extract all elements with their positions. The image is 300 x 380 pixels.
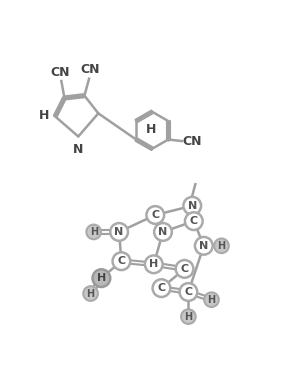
Text: N: N <box>188 201 197 211</box>
Text: C: C <box>117 256 125 266</box>
Text: CN: CN <box>51 66 70 79</box>
Text: H: H <box>184 312 193 321</box>
Text: H: H <box>86 288 95 299</box>
Circle shape <box>146 206 164 224</box>
Circle shape <box>195 237 213 255</box>
Text: C: C <box>184 287 193 297</box>
Text: H: H <box>90 227 98 237</box>
Text: CN: CN <box>80 63 100 76</box>
Text: H: H <box>146 123 157 136</box>
Text: C: C <box>181 264 189 274</box>
Circle shape <box>185 212 203 230</box>
Circle shape <box>154 223 172 241</box>
Text: C: C <box>151 210 159 220</box>
Circle shape <box>183 197 201 215</box>
Text: N: N <box>199 241 208 251</box>
Text: H: H <box>207 295 216 305</box>
Text: H: H <box>97 273 106 283</box>
Text: CN: CN <box>183 135 202 147</box>
Circle shape <box>145 255 163 273</box>
Circle shape <box>179 283 197 301</box>
Circle shape <box>181 309 196 324</box>
Text: C: C <box>158 283 166 293</box>
Circle shape <box>83 286 98 301</box>
Text: H: H <box>149 259 158 269</box>
Text: H: H <box>39 109 49 122</box>
Circle shape <box>204 292 219 307</box>
Circle shape <box>214 239 229 253</box>
Circle shape <box>153 279 170 297</box>
Circle shape <box>86 225 101 239</box>
Text: C: C <box>190 216 198 226</box>
Circle shape <box>92 269 110 287</box>
Circle shape <box>110 223 128 241</box>
Text: N: N <box>158 227 168 237</box>
Text: N: N <box>73 142 83 156</box>
Circle shape <box>112 252 130 270</box>
Text: N: N <box>115 227 124 237</box>
Circle shape <box>176 260 194 278</box>
Text: H: H <box>218 241 226 251</box>
